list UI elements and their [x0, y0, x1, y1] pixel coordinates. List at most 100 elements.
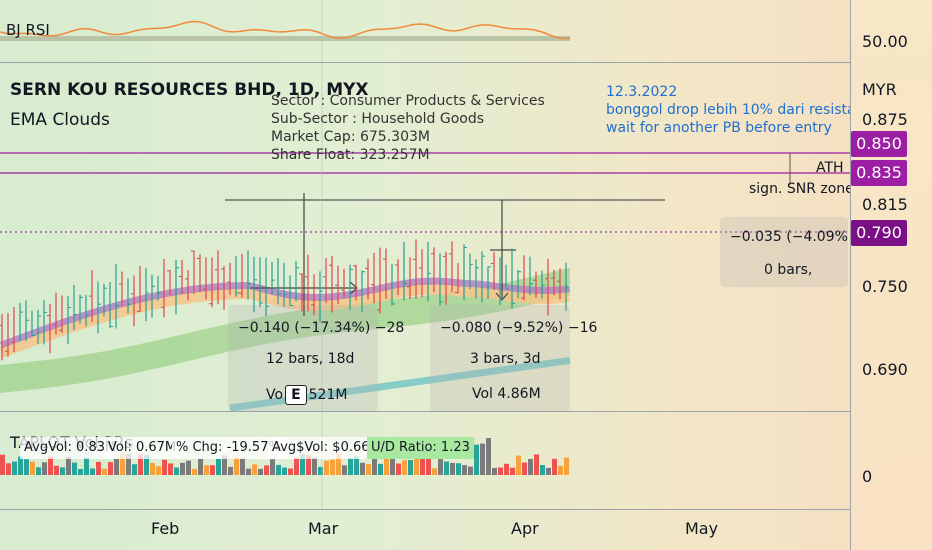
volume-bar — [402, 460, 407, 475]
volume-bar — [150, 462, 155, 475]
vol-badge-vol: Vol: 0.67M — [104, 437, 181, 459]
volume-bar — [234, 457, 239, 475]
measure1-vol: Vo E 521M — [266, 385, 347, 405]
volume-bar — [156, 466, 161, 475]
info-sector: Sector : Consumer Products & Services — [271, 93, 545, 109]
volume-bar — [474, 444, 479, 475]
volume-bar — [408, 460, 413, 475]
volume-bar — [84, 457, 89, 475]
note-line1: bonggol drop lebih 10% dari resistance — [606, 102, 850, 118]
price-tag-0835: 0.835 — [851, 160, 907, 186]
rsi-label[interactable]: BJ RSI — [6, 21, 50, 39]
volume-bar — [492, 467, 497, 475]
volume-bar — [246, 468, 251, 475]
volume-bar — [450, 462, 455, 475]
axis-label-0750: 0.750 — [862, 277, 908, 296]
measure3-change: −0.035 (−4.09%) −7 — [730, 229, 848, 245]
rsi-midline-band — [0, 36, 570, 41]
volume-bar — [318, 466, 323, 475]
volume-bar — [480, 443, 485, 475]
volume-bar — [336, 453, 341, 475]
volume-bar — [240, 458, 245, 475]
volume-bar — [564, 457, 569, 475]
price-tag-0850: 0.850 — [851, 131, 907, 157]
volume-bars — [0, 438, 569, 475]
volume-bar — [528, 458, 533, 475]
measure1-change: −0.140 (−17.34%) −28 — [238, 320, 405, 336]
volume-bar — [162, 459, 167, 475]
measure2-change: −0.080 (−9.52%) −16 — [440, 320, 598, 336]
volume-bar — [306, 454, 311, 475]
volume-bar — [192, 468, 197, 475]
indicator-label[interactable]: EMA Clouds — [10, 110, 110, 130]
volume-bar — [282, 467, 287, 475]
volume-bar — [504, 463, 509, 475]
rsi-line — [0, 20, 571, 40]
volume-bar — [414, 456, 419, 475]
volume-bar — [510, 467, 515, 475]
volume-bar — [228, 466, 233, 475]
volume-bar — [312, 457, 317, 475]
note-date: 12.3.2022 — [606, 84, 678, 100]
volume-bar — [420, 455, 425, 475]
symbol-title[interactable]: SERN KOU RESOURCES BHD, 1D, MYX — [10, 80, 369, 100]
volume-bar — [126, 454, 131, 475]
volume-bar — [558, 465, 563, 475]
month-may: May — [685, 519, 719, 538]
volume-bar — [534, 454, 539, 475]
volume-bar — [114, 456, 119, 475]
volume-bar — [12, 461, 17, 475]
vol-badge-ud-ratio: U/D Ratio: 1.23 — [367, 437, 474, 459]
price-tag-current: 0.790 — [851, 220, 907, 246]
volume-bar — [366, 464, 371, 475]
price-axis[interactable] — [850, 0, 932, 550]
vol-badge-avgsvol: Avg$Vol: $0.66M — [268, 437, 385, 459]
measure1-arrow — [349, 281, 358, 295]
measure2-bars: 3 bars, 3d — [470, 351, 541, 367]
time-axis-separator — [0, 509, 850, 510]
measure2-bg — [430, 305, 570, 411]
volume-bar — [102, 468, 107, 475]
volume-bar — [42, 462, 47, 475]
measure1-bars: 12 bars, 18d — [266, 351, 355, 367]
volume-bar — [24, 459, 29, 475]
measure2-arrow — [495, 292, 509, 301]
volume-bar — [324, 460, 329, 475]
volume-bar — [72, 462, 77, 475]
measure1-bg — [228, 305, 378, 411]
volume-bar — [90, 468, 95, 475]
chart-canvas[interactable] — [0, 0, 850, 550]
month-mar: Mar — [308, 519, 339, 538]
ath-label: ATH — [816, 160, 844, 176]
volume-bar — [396, 463, 401, 475]
volume-bar — [66, 456, 71, 475]
ema-cloud-purple — [0, 277, 570, 349]
volume-bar — [252, 464, 257, 475]
currency-label: MYR — [862, 80, 897, 99]
volume-bar — [516, 455, 521, 475]
snr-label: sign. SNR zone — [749, 181, 854, 197]
volume-bar — [546, 467, 551, 475]
volume-bar — [432, 468, 437, 475]
volume-bar — [36, 467, 41, 475]
axis-label-0875: 0.875 — [862, 110, 908, 129]
volume-bar — [342, 465, 347, 475]
volume-bar — [60, 467, 65, 475]
volume-bar — [264, 465, 269, 475]
volume-bar — [216, 458, 221, 475]
volume-bar — [444, 461, 449, 475]
volume-bar — [144, 455, 149, 475]
volume-bar — [210, 465, 215, 475]
axis-label-0815: 0.815 — [862, 195, 908, 214]
volume-bar — [6, 463, 11, 475]
info-subsector: Sub-Sector : Household Goods — [271, 111, 485, 127]
volume-bar — [300, 453, 305, 475]
volume-bar — [360, 462, 365, 475]
volume-bar — [48, 456, 53, 475]
volume-bar — [372, 453, 377, 475]
volume-bar — [468, 466, 473, 475]
volume-bar — [498, 467, 503, 475]
volume-bar — [270, 459, 275, 475]
volume-bar — [552, 458, 557, 475]
volume-pane-separator — [0, 411, 850, 412]
